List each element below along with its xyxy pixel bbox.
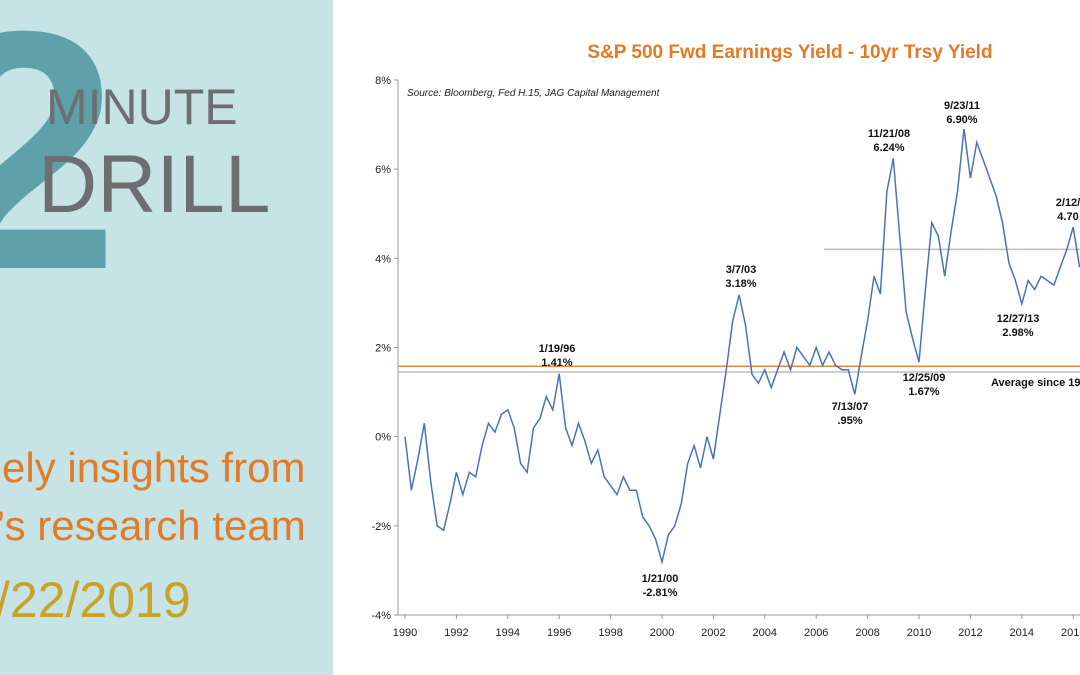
brand-word: DRILL	[38, 139, 270, 230]
annotation-date: 9/23/11	[944, 100, 980, 112]
y-tick-label: 2%	[375, 343, 391, 355]
y-tick-label: 0%	[375, 432, 391, 444]
annotation-date: 1/19/96	[539, 343, 576, 355]
x-tick-label: 2008	[855, 627, 879, 639]
x-tick-label: 2016	[1061, 627, 1080, 639]
x-tick-label: 1994	[496, 627, 520, 639]
annotation-value: 2.98%	[1002, 327, 1033, 339]
annotation-value: 3.18%	[725, 278, 756, 290]
brand-numeral: 2	[0, 0, 119, 341]
annotation-value: -2.81%	[643, 587, 678, 599]
y-tick-label: -4%	[371, 610, 391, 622]
y-tick-label: 6%	[375, 164, 391, 176]
x-tick-label: 2010	[907, 627, 931, 639]
annotation-value: 6.90%	[946, 114, 977, 126]
x-tick-label: 1998	[598, 627, 622, 639]
annotation-date: 7/13/07	[832, 401, 869, 413]
x-tick-label: 2014	[1010, 627, 1034, 639]
x-tick-label: 2012	[958, 627, 982, 639]
x-tick-label: 2002	[701, 627, 725, 639]
x-tick-label: 2006	[804, 627, 828, 639]
chart-subtitle: Source: Bloomberg, Fed H.15, JAG Capital…	[407, 88, 661, 99]
chart-title: S&P 500 Fwd Earnings Yield - 10yr Trsy Y…	[587, 42, 992, 63]
x-tick-label: 2004	[753, 627, 777, 639]
x-tick-label: 2000	[650, 627, 674, 639]
annotation-date: 3/7/03	[726, 264, 757, 276]
annotation-value: 1.67%	[908, 386, 939, 398]
annotation-value: 6.24%	[873, 142, 904, 154]
brand-word: MINUTE	[46, 79, 238, 135]
average-label: Average since 19	[991, 377, 1080, 389]
annotation-date: 11/21/08	[868, 128, 910, 140]
brand-panel	[0, 0, 333, 675]
y-tick-label: 8%	[375, 75, 391, 87]
y-tick-label: -2%	[371, 521, 391, 533]
brand-tagline: ely insights from	[2, 444, 305, 491]
x-tick-label: 1996	[547, 627, 571, 639]
annotation-date: 12/25/09	[903, 372, 946, 384]
x-tick-label: 1992	[444, 627, 468, 639]
annotation-value: .95%	[837, 415, 862, 427]
annotation-date: 2/12/	[1056, 197, 1080, 209]
x-tick-label: 1990	[393, 627, 417, 639]
annotation-date: 12/27/13	[997, 313, 1040, 325]
brand-date: /22/2019	[0, 572, 191, 628]
annotation-value: 4.70	[1057, 211, 1078, 223]
brand-tagline: ’s research team	[0, 502, 306, 549]
y-tick-label: 4%	[375, 253, 391, 265]
annotation-value: 1.41%	[541, 357, 572, 369]
data-line	[404, 128, 1080, 565]
annotation-date: 1/21/00	[642, 573, 679, 585]
